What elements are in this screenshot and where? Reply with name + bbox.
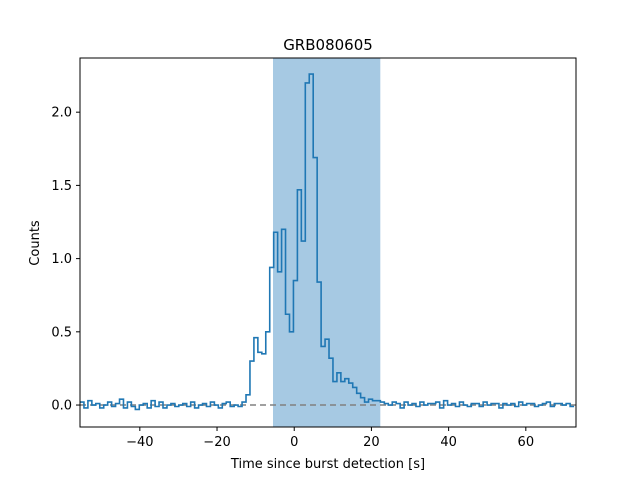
chart-title: GRB080605 (283, 36, 373, 54)
y-tick-label: 2.0 (51, 106, 72, 121)
burst-interval-highlight (272, 58, 381, 427)
y-tick-label: 0.5 (51, 325, 72, 340)
burst-interval-layer (272, 58, 381, 427)
x-tick-label: −40 (126, 435, 153, 450)
x-axis-ticks: −40 −20 0 20 40 60 (126, 427, 534, 450)
x-tick-label: 0 (290, 435, 298, 450)
y-tick-label: 1.0 (51, 252, 72, 267)
x-tick-label: 40 (440, 435, 457, 450)
light-curve-layer (80, 73, 575, 411)
light-curve-line (80, 73, 575, 411)
x-tick-label: 20 (363, 435, 380, 450)
x-axis-label: Time since burst detection [s] (230, 457, 425, 472)
y-tick-label: 0.0 (51, 399, 72, 414)
y-axis-label: Counts (28, 220, 43, 266)
y-tick-label: 1.5 (51, 179, 72, 194)
x-tick-label: −20 (203, 435, 230, 450)
plot-frame (79, 57, 577, 428)
x-tick-label: 60 (518, 435, 535, 450)
y-axis-ticks: 0.0 0.5 1.0 1.5 2.0 (51, 106, 80, 414)
